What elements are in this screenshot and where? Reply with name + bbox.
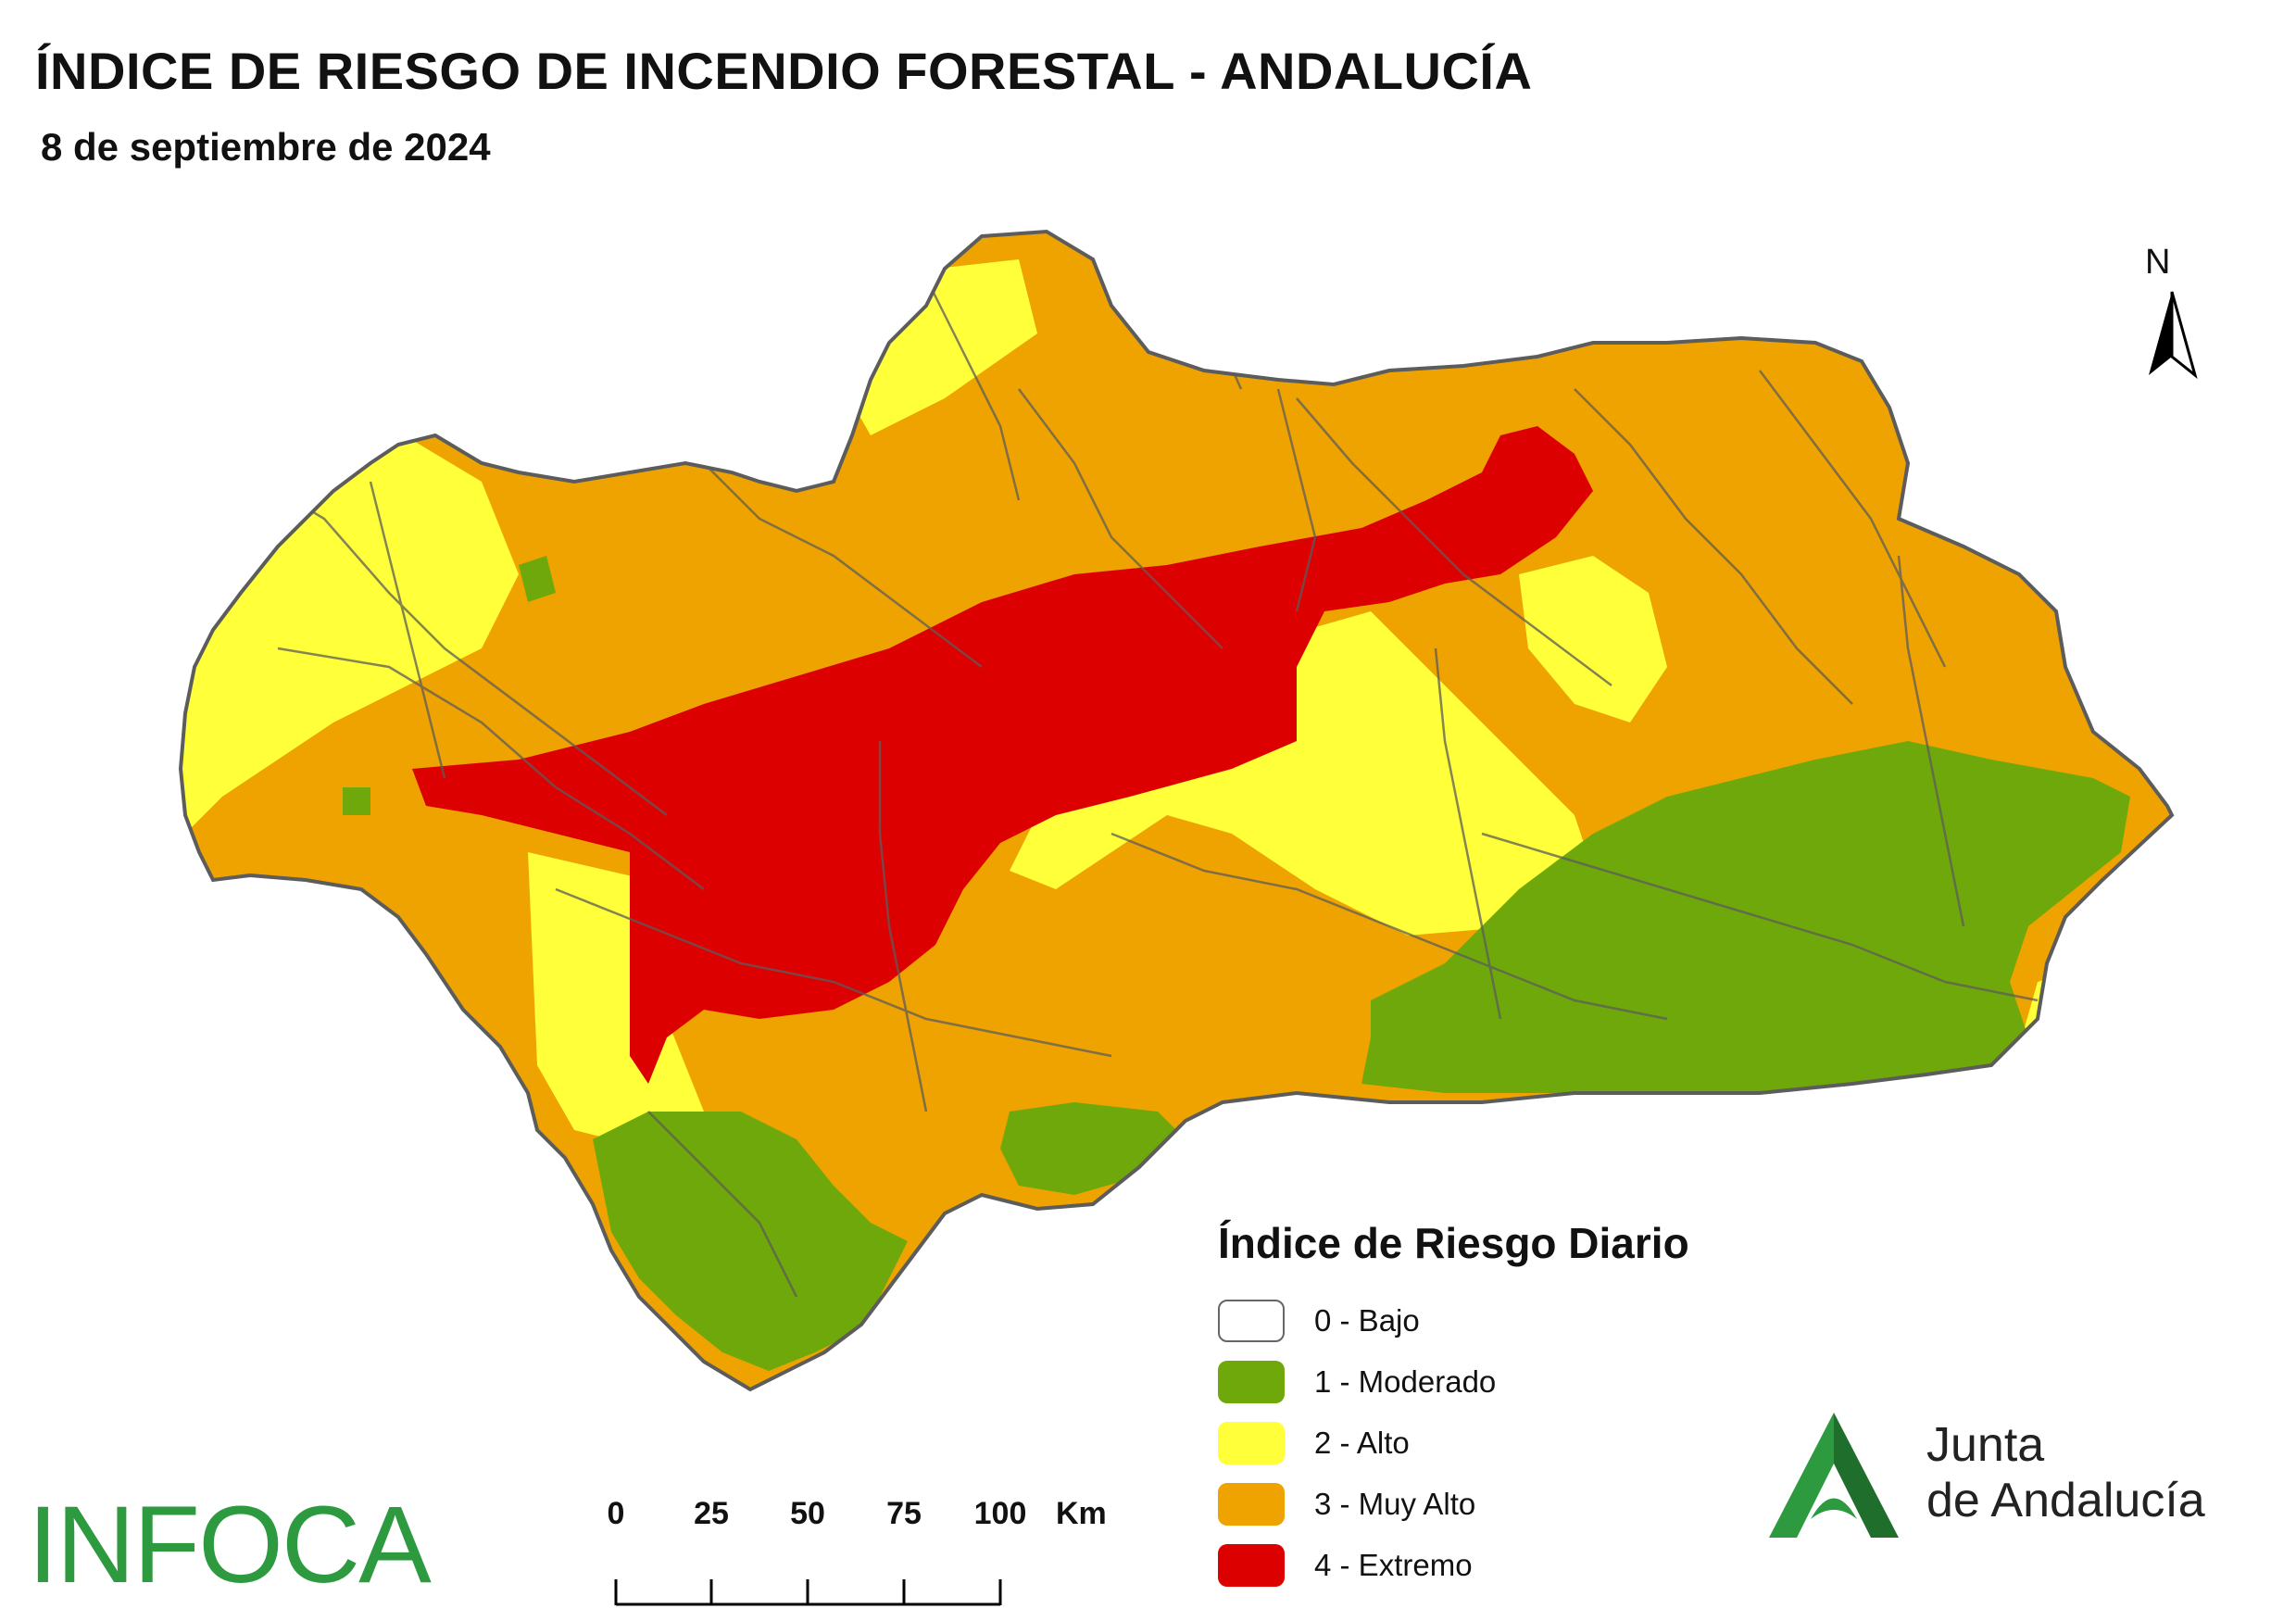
scale-tick-label: 50: [790, 1496, 825, 1531]
zone-extremo: [412, 426, 1593, 1084]
legend-label: 2 - Alto: [1314, 1426, 1410, 1460]
junta-andalucia-logo-icon: [1769, 1413, 1899, 1538]
scale-tick-label: 75: [886, 1496, 922, 1531]
zone-alto-center: [1010, 611, 1593, 936]
infoca-logo: INFOCA: [28, 1484, 432, 1606]
zone-moderado-patch-2: [519, 556, 556, 602]
north-label: N: [2145, 243, 2171, 282]
legend-item-alto: 2 - Alto: [1218, 1413, 1689, 1474]
zone-alto-southwest: [528, 852, 704, 1149]
scale-bar-line: [614, 1579, 1002, 1606]
zone-moderado-patch: [343, 787, 370, 815]
scale-bar: 0 25 50 75 100: [593, 1496, 1028, 1607]
junta-line-2: de Andalucía: [1926, 1474, 2205, 1527]
map-date: 8 de septiembre de 2024: [41, 125, 491, 169]
legend-swatch-muy-alto: [1218, 1483, 1285, 1526]
scale-tick-label: 0: [607, 1496, 625, 1531]
legend-label: 4 - Extremo: [1314, 1548, 1473, 1582]
municipal-borders: [231, 232, 2039, 1298]
zone-moderado-east: [1361, 741, 2130, 1093]
legend-title: Índice de Riesgo Diario: [1218, 1219, 1689, 1267]
legend-item-moderado: 1 - Moderado: [1218, 1351, 1689, 1413]
legend-swatch-bajo: [1218, 1300, 1285, 1342]
legend-label: 1 - Moderado: [1314, 1364, 1497, 1399]
andalucia-boundary: [178, 229, 2175, 1392]
legend-item-bajo: 0 - Bajo: [1218, 1290, 1689, 1351]
legend: Índice de Riesgo Diario 0 - Bajo 1 - Mod…: [1218, 1218, 1689, 1596]
legend-item-extremo: 4 - Extremo: [1218, 1535, 1689, 1596]
map-title: ÍNDICE DE RIESGO DE INCENDIO FORESTAL - …: [35, 42, 1533, 100]
north-arrow-icon: [2149, 291, 2198, 380]
legend-item-muy-alto: 3 - Muy Alto: [1218, 1474, 1689, 1535]
junta-andalucia-logo-text: Junta de Andalucía: [1926, 1417, 2205, 1528]
scale-unit: Km: [1056, 1496, 1107, 1531]
legend-label: 0 - Bajo: [1314, 1303, 1420, 1338]
zone-alto-east: [1519, 556, 1667, 723]
risk-zones: [181, 232, 2172, 1389]
zone-moderado-cadiz: [593, 1112, 908, 1371]
scale-tick-label: 25: [694, 1496, 729, 1531]
junta-line-1: Junta: [1926, 1418, 2045, 1472]
scale-tick-label: 100: [973, 1496, 1027, 1531]
legend-swatch-alto: [1218, 1422, 1285, 1464]
legend-swatch-extremo: [1218, 1544, 1285, 1587]
legend-swatch-moderado: [1218, 1361, 1285, 1403]
legend-label: 3 - Muy Alto: [1314, 1487, 1476, 1521]
